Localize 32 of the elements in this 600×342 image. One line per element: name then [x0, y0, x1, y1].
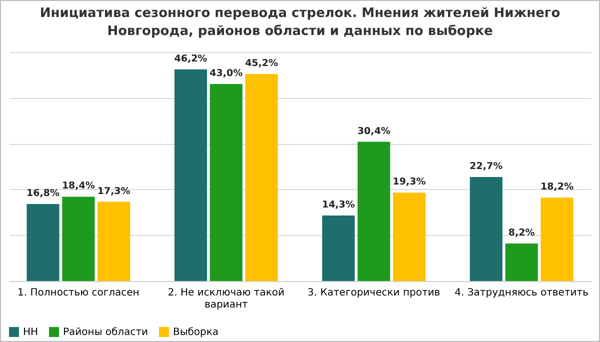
data-label: 16,8% — [26, 188, 60, 200]
chart-title: Инициатива сезонного перевода стрелок. Мнения жителей Нижнего Новгорода, районов области и данных по выборке — [40, 6, 560, 39]
legend-label: Районы области — [63, 327, 148, 338]
data-label: 22,7% — [470, 161, 504, 172]
data-label: 17,3% — [97, 186, 131, 197]
data-label: 30,4% — [357, 126, 391, 137]
data-label: 8,2% — [508, 227, 536, 238]
data-label: 19,3% — [392, 176, 426, 188]
bar — [210, 84, 242, 281]
x-tick-label: 4. Затрудняюсь ответить — [454, 288, 589, 298]
x-tick-label: 2. Не исключаю такой вариант — [168, 288, 284, 310]
bar — [62, 196, 95, 281]
data-label: 45,2% — [245, 58, 279, 69]
bar — [174, 69, 208, 281]
legend-label: НН — [23, 327, 38, 338]
data-label: 18,4% — [62, 180, 96, 192]
data-label: 43,0% — [210, 68, 244, 80]
x-tick-label: 1. Полностью согласен — [18, 288, 140, 298]
bar — [245, 74, 278, 281]
data-label: 18,2% — [540, 182, 574, 193]
bar — [26, 204, 60, 281]
bar — [322, 216, 355, 281]
bar — [540, 198, 574, 281]
bar — [470, 177, 502, 281]
data-label: 14,3% — [322, 200, 356, 211]
x-tick-label: 3. Категорически против — [308, 288, 440, 298]
legend-label: Выборка — [173, 327, 219, 338]
data-label: 46,2% — [174, 53, 208, 64]
bar — [98, 202, 130, 281]
bar — [505, 243, 538, 281]
bar — [392, 192, 426, 281]
bar — [358, 142, 390, 281]
